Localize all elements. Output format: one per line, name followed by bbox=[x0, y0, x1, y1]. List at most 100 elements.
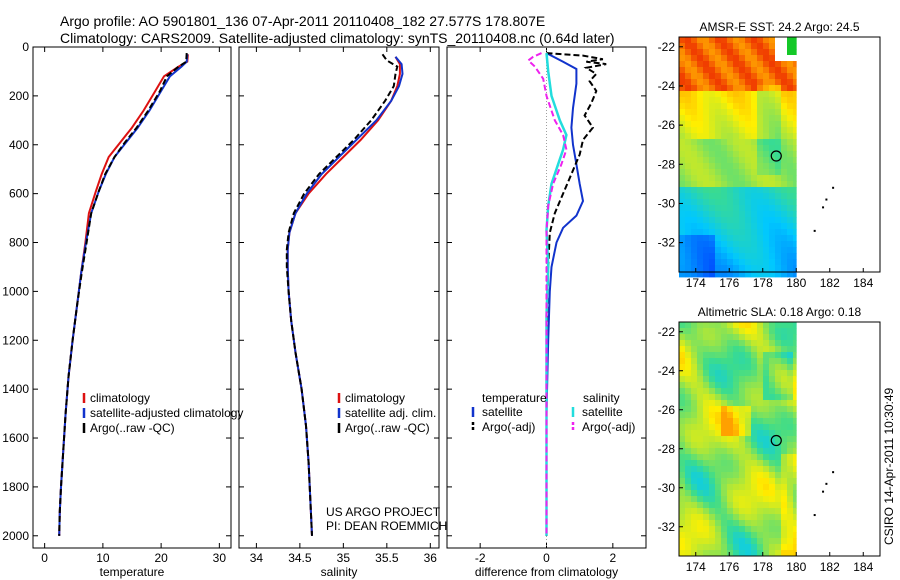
sst-map-cell bbox=[679, 109, 686, 116]
sla-map-cell bbox=[775, 388, 782, 395]
sla-map-cell bbox=[691, 448, 698, 455]
sst-map-cell bbox=[727, 43, 734, 50]
sst-map-cell bbox=[781, 193, 788, 200]
sst-map-cell bbox=[709, 271, 716, 278]
sst-map-cell bbox=[787, 223, 794, 230]
sla-map-cell bbox=[709, 508, 716, 515]
sla-map-cell bbox=[697, 532, 704, 539]
sst-map-cell bbox=[739, 133, 746, 140]
depth-tick-label: 400 bbox=[9, 138, 29, 152]
sla-map-cell bbox=[775, 538, 782, 545]
sla-map-cell bbox=[697, 460, 704, 467]
sst-map-cell bbox=[709, 181, 716, 188]
depth-tick-label: 0 bbox=[22, 40, 29, 54]
sla-map-cell bbox=[769, 496, 776, 503]
sla-map-cell bbox=[679, 430, 686, 437]
sst-map-cell bbox=[769, 73, 776, 80]
sla-map-cell bbox=[793, 412, 797, 419]
sla-map-cell bbox=[763, 538, 770, 545]
sst-map-cell bbox=[679, 193, 686, 200]
sst-map-cell bbox=[739, 43, 746, 50]
sst-map-cell bbox=[679, 247, 686, 254]
sla-map-cell bbox=[793, 448, 797, 455]
sla-map-cell bbox=[697, 538, 704, 545]
sla-map-cell bbox=[679, 454, 686, 461]
sla-map-cell bbox=[733, 364, 740, 371]
sst-map-cell bbox=[751, 139, 758, 146]
sst-map-cell bbox=[685, 187, 692, 194]
sst-map-cell bbox=[751, 271, 758, 278]
sla-map-cell bbox=[763, 328, 770, 335]
sla-map-cell bbox=[769, 466, 776, 473]
temperature-x-tick-label: 30 bbox=[213, 551, 227, 565]
sla-map-cell bbox=[733, 382, 740, 389]
sla-map-cell bbox=[769, 526, 776, 533]
sla-map-cell bbox=[679, 544, 686, 551]
project-label: US ARGO PROJECT bbox=[326, 505, 441, 519]
sst-map-cell bbox=[733, 73, 740, 80]
sst-map-cell bbox=[679, 253, 686, 260]
sst-map-cell bbox=[703, 211, 710, 218]
sst-map-cell bbox=[697, 73, 704, 80]
sst-map-cell bbox=[733, 235, 740, 242]
sst-map-cell bbox=[793, 169, 797, 176]
sst-map-cell bbox=[781, 67, 788, 74]
sla-map-cell bbox=[679, 538, 686, 545]
sst-map-cell bbox=[745, 49, 752, 56]
sst-map-cell bbox=[691, 157, 698, 164]
diff-legend-label: satellite bbox=[482, 405, 523, 419]
sla-map-cell bbox=[697, 394, 704, 401]
sla-map-cell bbox=[739, 538, 746, 545]
sla-map-cell bbox=[745, 394, 752, 401]
sla-map-cell bbox=[793, 508, 797, 515]
sst-map-cell bbox=[727, 97, 734, 104]
sla-map-cell bbox=[787, 520, 794, 527]
depth-tick-label: 1600 bbox=[2, 431, 29, 445]
sst-map-cell bbox=[769, 145, 776, 152]
sla-map-cell bbox=[697, 448, 704, 455]
sst-map-cell bbox=[793, 163, 797, 170]
sla-map-cell bbox=[787, 334, 794, 341]
sst-map-cell bbox=[769, 139, 776, 146]
sla-map-cell bbox=[679, 484, 686, 491]
sla-map-cell bbox=[763, 490, 770, 497]
sla-map-cell bbox=[757, 340, 764, 347]
sst-map-cell bbox=[793, 229, 797, 236]
sla-map-cell bbox=[775, 490, 782, 497]
sst-map-cell bbox=[709, 61, 716, 68]
sla-map-cell bbox=[703, 550, 710, 557]
sla-map-cell bbox=[679, 358, 686, 365]
sst-map-cell bbox=[769, 103, 776, 110]
sla-map-cell bbox=[769, 394, 776, 401]
sla-map-cell bbox=[727, 406, 734, 413]
sla-map-cell bbox=[751, 346, 758, 353]
sst-map-cell bbox=[739, 157, 746, 164]
sst-map-cell bbox=[793, 181, 797, 188]
sst-map-cell bbox=[691, 61, 698, 68]
sst-map-cell bbox=[703, 205, 710, 212]
sla-map-cell bbox=[739, 526, 746, 533]
sst-map-cell bbox=[703, 241, 710, 248]
sst-map-cell bbox=[757, 247, 764, 254]
sst-map-cell bbox=[745, 175, 752, 182]
salinity-x-tick-label: 35 bbox=[337, 551, 351, 565]
sla-map-cell bbox=[721, 514, 728, 521]
sla-map-cell bbox=[709, 466, 716, 473]
sst-map-cell bbox=[697, 223, 704, 230]
sla-map-cell bbox=[769, 508, 776, 515]
sst-map-cell bbox=[709, 229, 716, 236]
sst-map-cell bbox=[763, 97, 770, 104]
sst-map-cell bbox=[781, 145, 788, 152]
sst-map-cell bbox=[733, 103, 740, 110]
temperature-plot-frame bbox=[32, 46, 232, 549]
sla-map-cell bbox=[733, 460, 740, 467]
sla-map-cell bbox=[787, 460, 794, 467]
sst-map-cell bbox=[745, 79, 752, 86]
sst-map-cell bbox=[757, 55, 764, 62]
sla-map-cell bbox=[715, 502, 722, 509]
sla-map-cell bbox=[775, 532, 782, 539]
sst-map-cell bbox=[691, 127, 698, 134]
sla-map-cell bbox=[757, 508, 764, 515]
sst-map-cell bbox=[733, 55, 740, 62]
sst-map-cell bbox=[697, 103, 704, 110]
